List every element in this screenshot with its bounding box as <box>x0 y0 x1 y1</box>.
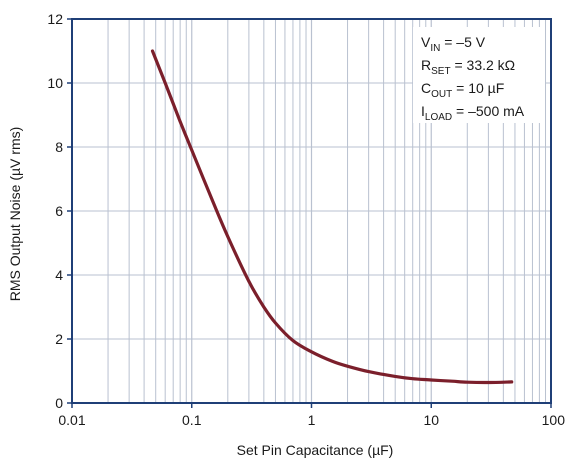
y-tick-label: 10 <box>47 75 63 91</box>
y-tick-label: 8 <box>55 139 63 155</box>
x-tick-label: 1 <box>308 412 316 428</box>
grid-layer <box>72 19 551 403</box>
x-tick-label: 100 <box>542 412 566 428</box>
y-tick-label: 4 <box>55 267 63 283</box>
conditions-box <box>413 27 545 123</box>
condition-label: ILOAD = –500 mA <box>421 103 525 123</box>
series-line-0 <box>150 49 514 385</box>
x-tick-label: 0.1 <box>182 412 202 428</box>
tick-layer: 0 2 4 6 8 10 12 0.01 0.1 1 10 100 <box>47 11 565 428</box>
x-axis-title: Set Pin Capacitance (µF) <box>237 442 394 458</box>
condition-label: VIN = –5 V <box>421 34 486 54</box>
condition-label: RSET = 33.2 kΩ <box>421 57 515 77</box>
y-tick-label: 6 <box>55 203 63 219</box>
x-tick-label: 10 <box>423 412 439 428</box>
condition-label: COUT = 10 µF <box>421 80 504 100</box>
y-axis-title: RMS Output Noise (µV rms) <box>7 127 23 302</box>
y-tick-label: 2 <box>55 331 63 347</box>
y-tick-label: 12 <box>47 11 63 27</box>
x-tick-label: 0.01 <box>58 412 85 428</box>
annotation-layer: VIN = –5 V RSET = 33.2 kΩ COUT = 10 µF ILOA… <box>413 27 545 123</box>
line-layer <box>150 49 514 385</box>
y-tick-label: 0 <box>55 395 63 411</box>
